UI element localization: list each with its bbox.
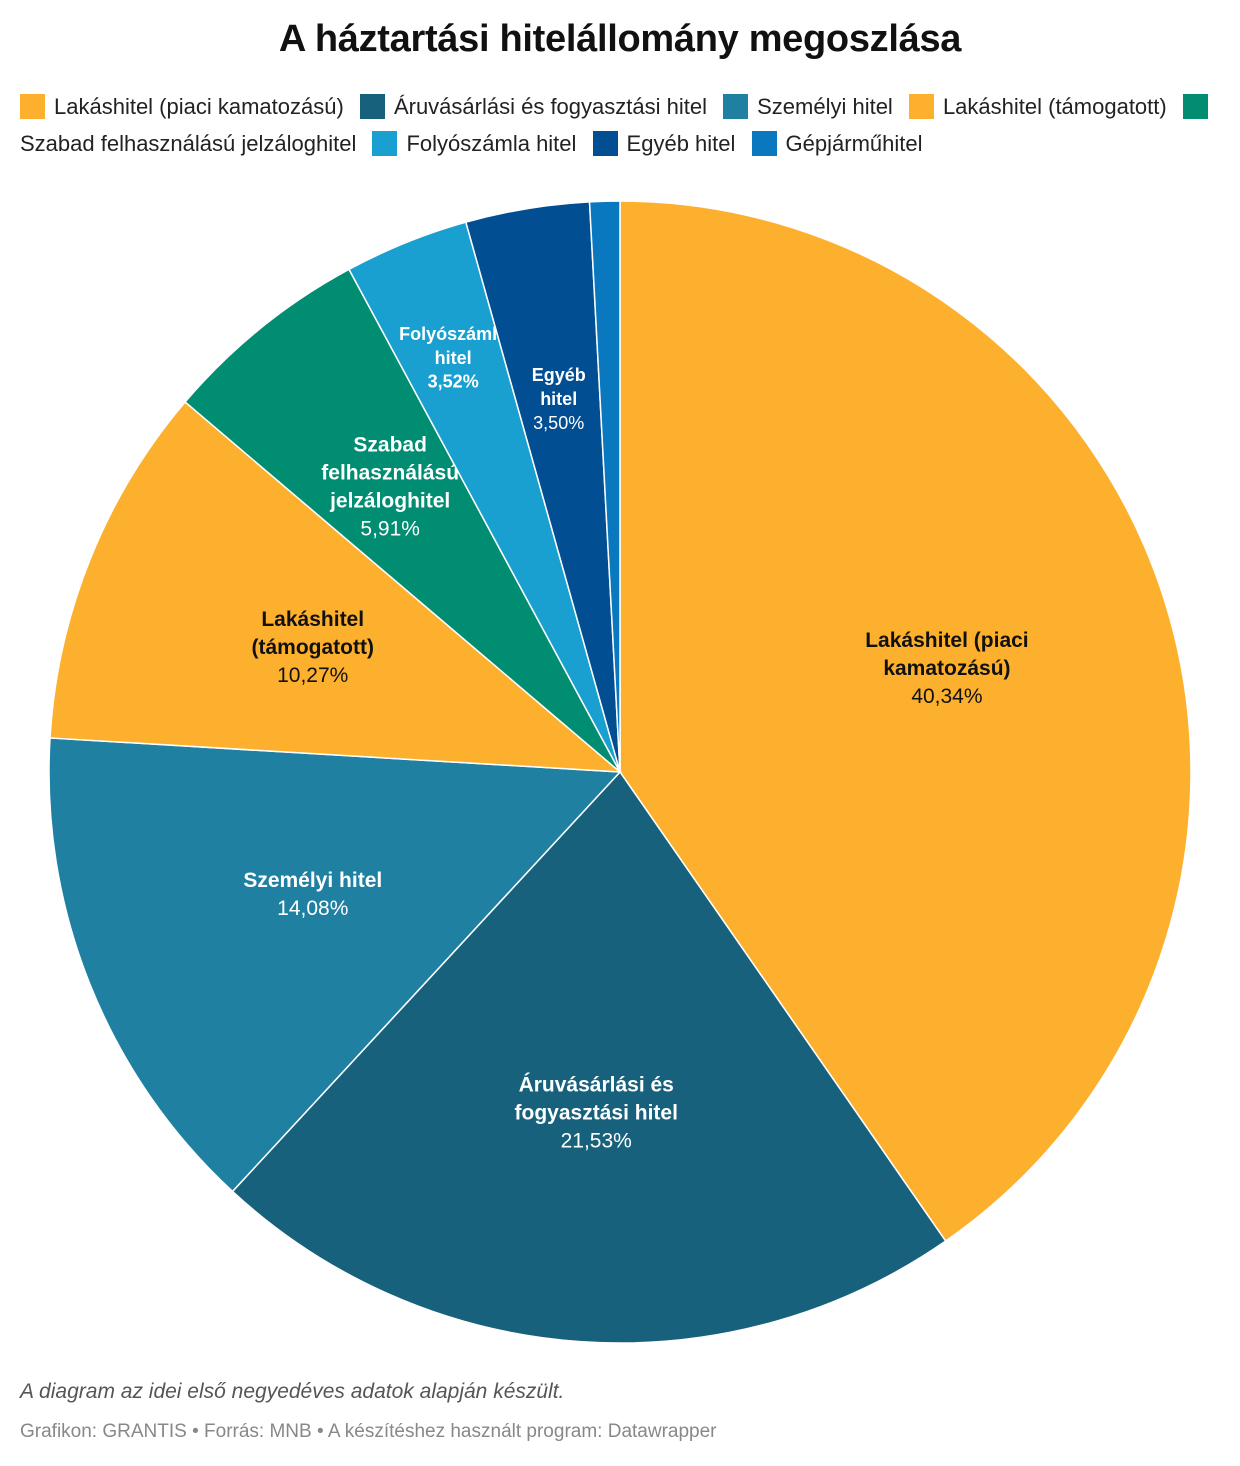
- pie-slice: [231, 770, 947, 1344]
- pie-slice: [588, 200, 621, 773]
- legend-swatch: [592, 131, 618, 156]
- legend-label: Egyéb hitel: [626, 131, 736, 156]
- slice-label: Lakáshitel: [261, 608, 364, 631]
- slice-label: jelzáloghitel: [329, 489, 450, 512]
- pie-slice: [48, 737, 622, 1193]
- slice-value-label: 40,34%: [911, 685, 982, 708]
- chart-notes: A diagram az idei első negyedéves adatok…: [20, 1380, 565, 1403]
- chart-source: Grafikon: GRANTIS • Forrás: MNB • A kész…: [20, 1421, 717, 1442]
- legend-label: Lakáshitel (támogatott): [942, 94, 1167, 119]
- slice-label: Személyi hitel: [243, 869, 382, 892]
- legend-item: Szabad felhasználású jelzáloghitel: [20, 94, 1217, 156]
- slice-label: Egyéb: [532, 365, 586, 385]
- legend-item: Egyéb hitel: [592, 131, 736, 156]
- chart-title: A háztartási hitelállomány megoszlása: [278, 18, 962, 60]
- legend-label: Lakáshitel (piaci kamatozású): [54, 94, 344, 119]
- slice-label: Folyószámla: [399, 324, 508, 344]
- chart-legend: Lakáshitel (piaci kamatozású) Áruvásárlá…: [20, 88, 1230, 162]
- legend-item: Áruvásárlási és fogyasztási hitel: [359, 94, 707, 119]
- slice-label: fogyasztási hitel: [515, 1101, 678, 1124]
- slice-value-label: 5,91%: [360, 517, 420, 540]
- legend-swatch: [723, 94, 749, 119]
- legend-label: Személyi hitel: [757, 94, 893, 119]
- legend-item: Személyi hitel: [723, 94, 893, 119]
- legend-swatch: [359, 94, 385, 119]
- slice-value-label: 10,27%: [277, 664, 348, 687]
- slice-label: Lakáshitel (piaci: [865, 629, 1028, 652]
- legend-swatch: [1182, 94, 1208, 119]
- slice-value-label: 3,50%: [533, 413, 584, 433]
- legend-swatch: [20, 94, 45, 119]
- slice-label: hitel: [435, 348, 472, 368]
- slice-label: hitel: [540, 389, 577, 409]
- legend-label: Gépjárműhitel: [785, 131, 923, 156]
- legend-label: Szabad felhasználású jelzáloghitel: [20, 131, 357, 156]
- legend-item: Folyószámla hitel: [372, 131, 576, 156]
- legend-label: Áruvásárlási és fogyasztási hitel: [393, 94, 707, 119]
- slice-value-label: 21,53%: [561, 1129, 632, 1152]
- legend-label: Folyószámla hitel: [406, 131, 577, 156]
- legend-swatch: [908, 94, 934, 119]
- legend-item: Lakáshitel (piaci kamatozású): [20, 94, 344, 119]
- pie-slice: [49, 400, 623, 773]
- slice-label: kamatozású): [883, 657, 1010, 680]
- legend-item: Gépjárműhitel: [751, 131, 923, 156]
- slice-label: felhasználású: [321, 461, 459, 484]
- legend-item: Lakáshitel (támogatott): [908, 94, 1167, 119]
- legend-swatch: [372, 131, 398, 156]
- slice-label: Szabad: [353, 434, 427, 457]
- legend-swatch: [751, 131, 777, 156]
- slice-label: (támogatott): [251, 636, 373, 659]
- slice-value-label: 3,52%: [428, 372, 479, 392]
- pie-slice: [619, 200, 1192, 1243]
- slice-label: Áruvásárlási és: [519, 1073, 674, 1096]
- pie-slice: [184, 268, 621, 773]
- slice-value-label: 14,08%: [277, 897, 348, 920]
